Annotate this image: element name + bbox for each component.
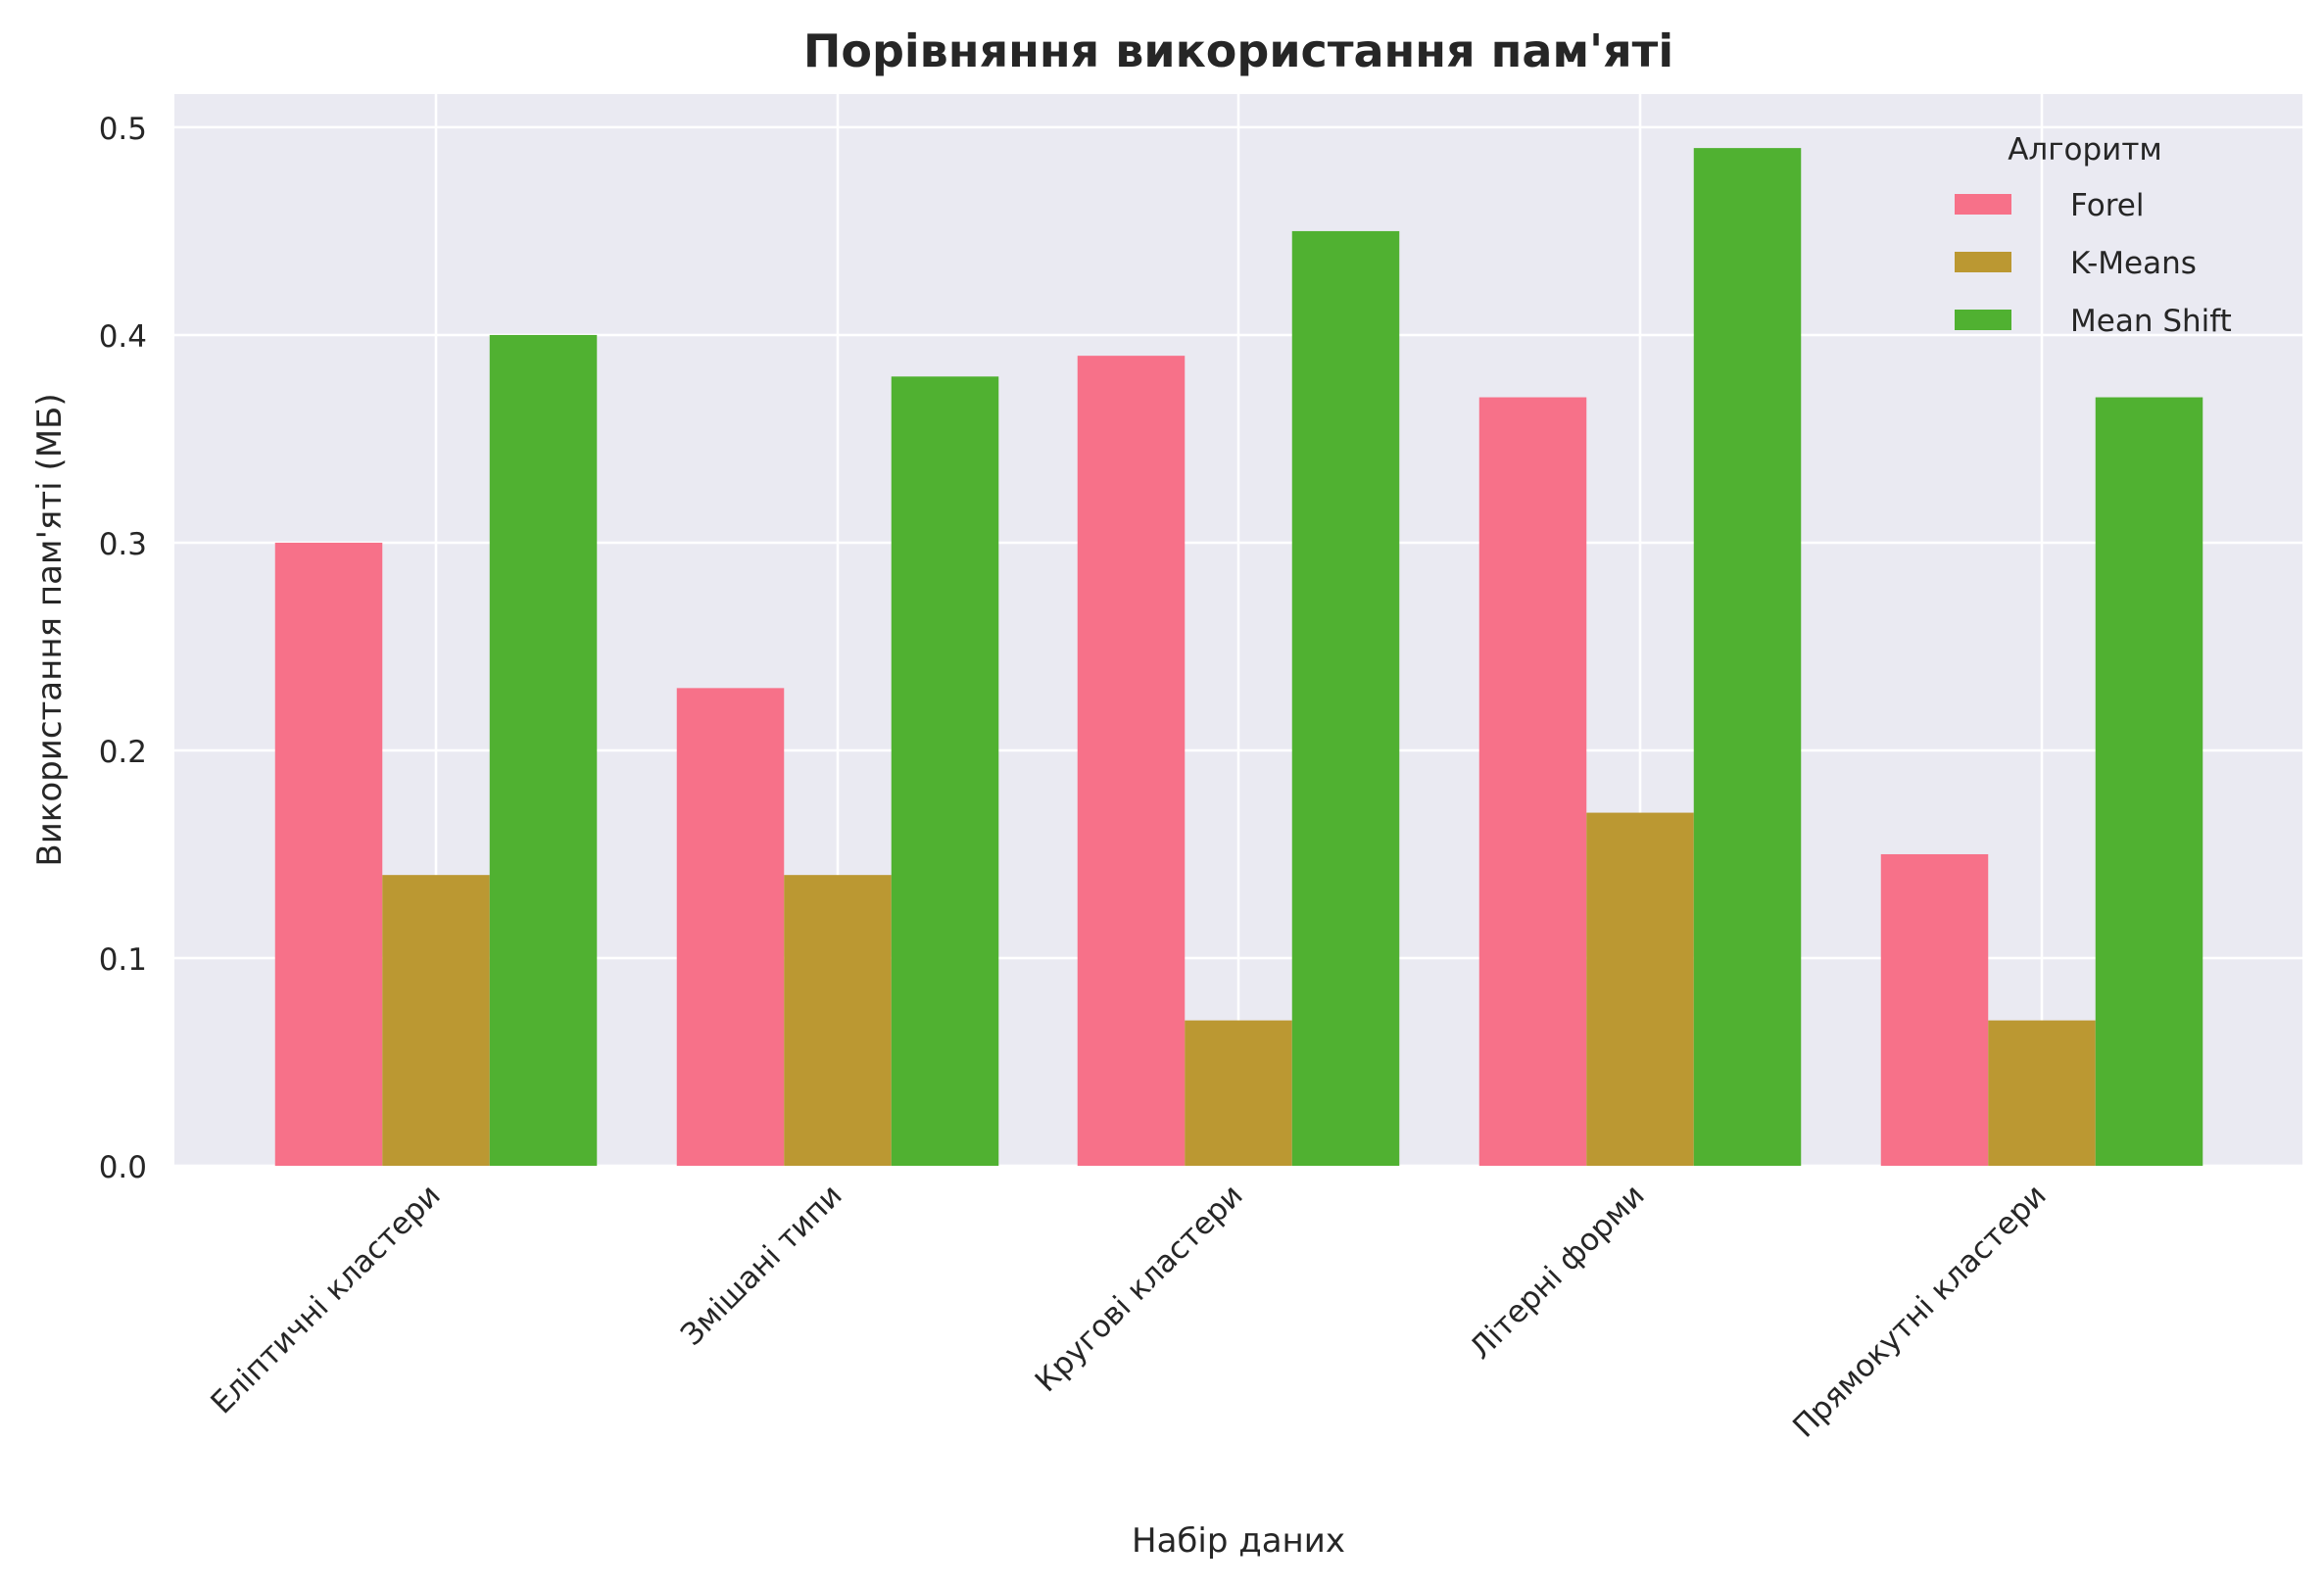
y-tick-label: 0.3 — [99, 527, 147, 562]
bar-mean-shift — [891, 376, 999, 1167]
bars — [274, 148, 2203, 1167]
bar-forel — [676, 688, 785, 1166]
y-tick-label: 0.0 — [99, 1150, 147, 1185]
legend-label: Forel — [2070, 188, 2144, 223]
bar-k-means — [1185, 1020, 1292, 1166]
y-tick-labels: 0.0 0.1 0.2 0.3 0.4 0.5 — [99, 112, 147, 1185]
legend-swatch — [1955, 252, 2011, 272]
y-tick-label: 0.1 — [99, 942, 147, 978]
bar-forel — [1478, 397, 1587, 1167]
chart-title: Порівняння використання пам'яті — [803, 24, 1673, 77]
legend-label: K-Means — [2070, 246, 2197, 281]
bar-k-means — [382, 875, 490, 1166]
bar-k-means — [1988, 1020, 2096, 1166]
bar-mean-shift — [1291, 230, 1400, 1166]
y-tick-label: 0.2 — [99, 735, 147, 770]
x-tick-label: Змішані типи — [674, 1178, 849, 1353]
bar-mean-shift — [2095, 397, 2203, 1167]
x-axis-label: Набір даних — [1132, 1521, 1345, 1561]
bar-mean-shift — [489, 334, 598, 1166]
bar-k-means — [784, 875, 892, 1166]
y-tick-label: 0.5 — [99, 112, 147, 147]
y-axis-label: Використання пам'яті (МБ) — [30, 393, 70, 866]
bar-forel — [1077, 356, 1186, 1166]
legend-swatch — [1955, 310, 2011, 330]
x-tick-labels: Еліптичні кластери Змішані типи Кругові кл… — [204, 1178, 2053, 1445]
legend-title: Алгоритм — [2008, 132, 2162, 168]
legend-swatch — [1955, 194, 2011, 215]
bar-k-means — [1586, 812, 1694, 1166]
x-tick-label: Еліптичні кластери — [204, 1178, 447, 1420]
bar-mean-shift — [1693, 148, 1802, 1166]
bar-forel — [1880, 853, 1989, 1166]
y-tick-label: 0.4 — [99, 319, 147, 355]
legend: Алгоритм Forel K-Means Mean Shift — [1955, 132, 2232, 339]
bar-forel — [274, 542, 383, 1166]
x-tick-label: Прямокутні кластери — [1786, 1178, 2054, 1445]
x-tick-label: Кругові кластери — [1029, 1178, 1250, 1399]
legend-label: Mean Shift — [2070, 304, 2232, 339]
x-tick-label: Літерні форми — [1463, 1178, 1651, 1366]
